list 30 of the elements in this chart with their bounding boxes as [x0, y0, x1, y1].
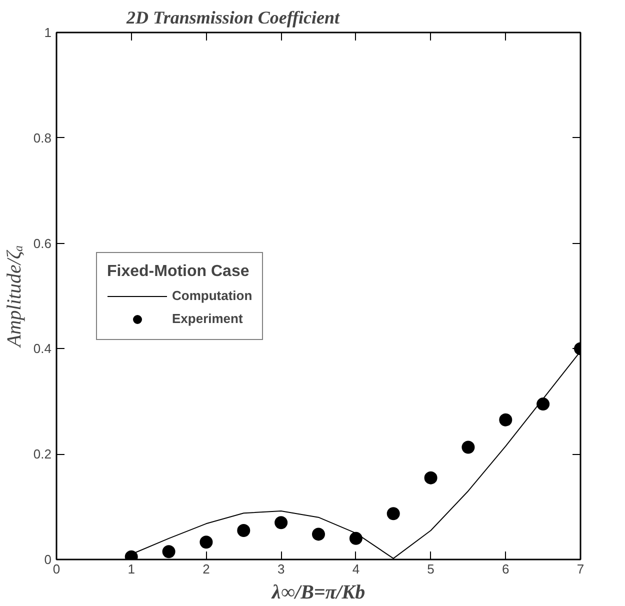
legend-title: Fixed-Motion Case: [107, 262, 250, 280]
point: [162, 545, 176, 558]
point: [274, 516, 288, 530]
legend-label: Computation: [172, 288, 252, 303]
x-tick-label: 4: [352, 562, 360, 576]
point: [349, 532, 362, 545]
point: [386, 507, 400, 520]
x-tick-label: 5: [427, 562, 434, 576]
point: [424, 471, 438, 484]
y-tick-label: 0: [44, 552, 52, 567]
point: [312, 528, 325, 541]
y-tick-label: 1: [44, 25, 52, 40]
x-tick-label: 1: [128, 562, 135, 576]
y-tick-label: 0.8: [33, 130, 52, 146]
point: [237, 524, 250, 538]
x-tick-label: 6: [502, 562, 510, 576]
y-tick-label: 0.2: [33, 446, 52, 462]
point: [499, 413, 512, 426]
x-axis-title: λ∞/B=π/Kb: [270, 582, 366, 604]
point: [200, 536, 213, 549]
legend-label: Experiment: [172, 311, 243, 326]
x-tick-label: 2: [202, 562, 210, 576]
x-tick-label: 7: [576, 562, 584, 576]
y-axis-title: Amplitude/ζₐ: [3, 244, 26, 349]
x-tick-label: 3: [277, 562, 285, 576]
y-tick-label: 0.4: [33, 341, 52, 356]
point: [536, 398, 550, 411]
point: [462, 440, 475, 454]
y-tick-label: 0.6: [33, 236, 52, 251]
chart-title: 2D Transmission Coefficient: [126, 8, 341, 28]
